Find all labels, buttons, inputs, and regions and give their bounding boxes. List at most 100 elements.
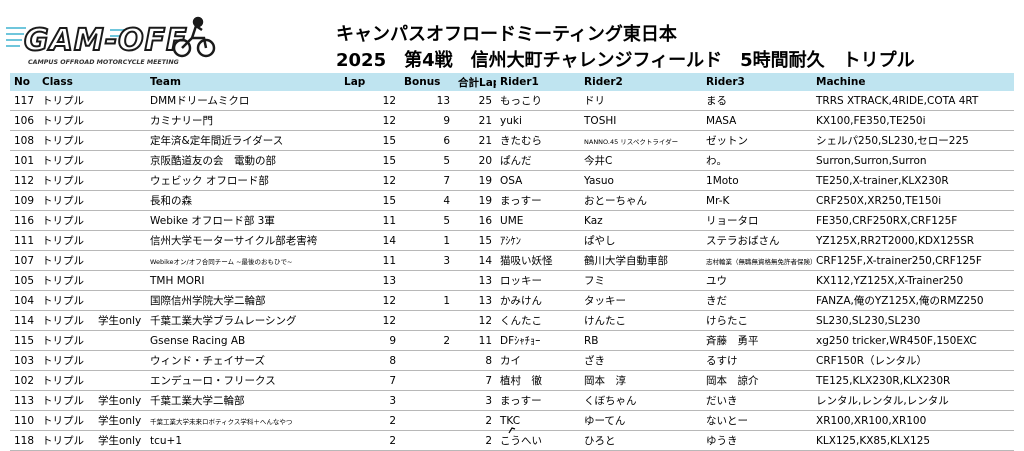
cell-rider1: OSA	[500, 174, 523, 187]
cell-team: エンデューロ・フリークス	[150, 375, 276, 387]
cell-team: Gsense Racing AB	[150, 334, 246, 347]
cell-class: トリプル	[42, 195, 84, 207]
cell-bonus: 6	[443, 134, 451, 147]
cell-no: 106	[14, 114, 35, 127]
cell-machine: TE125,KLX230R,KLX230R	[816, 374, 951, 387]
cell-rider2: NANNO.45 リスペクトライダー	[584, 137, 679, 146]
logo-graphic: GAM-OFF CAMPUS OFFROAD MOTORCYCLE MEETIN…	[6, 16, 216, 66]
event-logo: GAM-OFF CAMPUS OFFROAD MOTORCYCLE MEETIN…	[6, 12, 222, 70]
cell-rider3: 志村輪業（無職無資格無免許者保険）	[706, 257, 813, 266]
cell-rider2: TOSHI	[584, 114, 617, 127]
cell-lap: 14	[382, 234, 397, 247]
cell-bonus: 7	[443, 174, 451, 187]
cell-lap: 7	[389, 374, 397, 387]
cell-no: 116	[14, 214, 35, 227]
cell-class: トリプル	[42, 295, 84, 307]
cell-lap: 13	[382, 274, 397, 287]
table-row: 117 トリプル DMMドリームミクロ 12 13 25 もっこり ドリ まる TRRS XTRA…	[10, 91, 1015, 111]
cell-no: 109	[14, 194, 35, 207]
cell-bonus	[400, 271, 454, 291]
cell-total-lap: 3	[485, 394, 493, 407]
cell-subclass	[94, 271, 146, 291]
cell-no: 102	[14, 374, 35, 387]
cell-rider3: MASA	[706, 114, 737, 127]
cell-total-lap: 8	[485, 354, 493, 367]
cell-subclass	[94, 131, 146, 151]
cell-subclass	[94, 171, 146, 191]
cell-bonus: 4	[443, 194, 451, 207]
header-bonus: Bonus	[400, 73, 455, 91]
cell-team: TMH MORI	[150, 274, 205, 287]
header-rider3: Rider3	[702, 73, 813, 91]
cell-lap: 8	[389, 354, 397, 367]
table-row: 101 トリプル 京阪酷道友の会 電動の部 15 5 20 ぱんだ 今井C わ。 Surron,S…	[10, 151, 1015, 171]
cell-team: 信州大学モーターサイクル部老害袴	[150, 235, 318, 247]
cell-subclass: 学生only	[98, 395, 142, 407]
table-row: 106 トリプル カミナリー門 12 9 21 yuki TOSHI MASA KX100,FE3…	[10, 111, 1015, 131]
cell-lap: 15	[382, 194, 397, 207]
cell-rider2: けんたこ	[584, 315, 627, 327]
cell-total-lap: 19	[478, 194, 493, 207]
header-rider1: Rider1	[496, 73, 581, 91]
table-row: 110 トリプル 学生only 千葉工業大学未来ロボティクス学科＋へんなやつ 2 2 TKC…	[10, 411, 1015, 431]
results-table: No Class Team Lap Bonus 合計Lap Rider1 Rid…	[10, 73, 1015, 451]
cell-subclass	[94, 371, 146, 391]
cell-rider2: おとーちゃん	[584, 195, 648, 207]
cell-rider3: ステラおばさん	[706, 235, 780, 247]
cell-rider1: かみけん	[500, 295, 543, 307]
table-row: 108 トリプル 定年済&定年間近ライダース 15 6 21 きたむら NANNO.45 リス…	[10, 131, 1015, 151]
header-total-lap: 合計Lap	[454, 73, 497, 91]
cell-rider1: DFｼｬﾁｮｰ	[500, 335, 541, 347]
cell-no: 110	[14, 414, 35, 427]
cell-machine: CRF250X,XR250,TE150i	[816, 194, 942, 207]
cell-rider3: 斉藤 勇平	[706, 335, 759, 347]
cell-bonus: 5	[443, 154, 451, 167]
cell-total-lap: 20	[478, 154, 493, 167]
cell-no: 105	[14, 274, 35, 287]
cell-team: 国際信州学院大学二輪部	[150, 295, 266, 307]
cell-rider1: もっこり	[500, 95, 543, 107]
cell-total-lap: 16	[478, 214, 493, 227]
cell-lap: 2	[389, 414, 397, 427]
cell-total-lap: 12	[478, 314, 493, 327]
cell-rider3: ユウ	[706, 275, 728, 287]
cell-machine: SL230,SL230,SL230	[816, 314, 921, 327]
cell-rider2: 岡本 淳	[584, 375, 627, 387]
cell-lap: 11	[382, 254, 397, 267]
cell-machine: TRRS XTRACK,4RIDE,COTA 4RT	[816, 94, 979, 107]
page-title: キャンパスオフロードミーティング東日本	[336, 24, 677, 45]
cell-team: 定年済&定年間近ライダース	[150, 135, 284, 147]
cell-rider3: わ。	[706, 155, 728, 167]
cell-subclass	[94, 111, 146, 131]
cell-bonus	[400, 391, 454, 411]
cell-rider1: ｱｼｹﾝ	[500, 235, 522, 247]
cell-rider2: 鶴川大学自動車部	[584, 255, 669, 267]
cell-machine: CRF150R（レンタル）	[816, 355, 928, 367]
cell-no: 117	[14, 94, 35, 107]
header-team: Team	[146, 73, 341, 91]
cell-class: トリプル	[42, 155, 84, 167]
cell-bonus	[400, 371, 454, 391]
cell-bonus: 9	[443, 114, 451, 127]
cell-no: 103	[14, 354, 35, 367]
table-row: 114 トリプル 学生only 千葉工業大学ブラムレーシング 12 12 くんたこ けんたこ け…	[10, 311, 1015, 331]
header-rider2: Rider2	[580, 73, 703, 91]
cell-rider1: くんたこ	[500, 315, 543, 327]
cell-bonus: 2	[443, 334, 451, 347]
cell-lap: 12	[382, 94, 397, 107]
cell-rider1: 植村 徹	[500, 375, 543, 387]
cell-rider1: yuki	[500, 114, 522, 127]
dirt-bike-icon	[172, 16, 216, 58]
cell-rider2: くぼちゃん	[584, 395, 637, 407]
cell-total-lap: 7	[485, 374, 493, 387]
cell-rider1: まっすー	[500, 195, 542, 207]
cell-team: DMMドリームミクロ	[150, 95, 250, 107]
cell-class: トリプル	[42, 275, 84, 287]
cell-no: 108	[14, 134, 35, 147]
cell-machine: TE250,X-trainer,KLX230R	[816, 174, 949, 187]
cell-machine: xg250 tricker,WR450F,150EXC	[816, 334, 977, 347]
table-row: 103 トリプル ウィンド・チェイサーズ 8 8 カイ ざき るすけ CRF150R（レンタル）	[10, 351, 1015, 371]
table-header-row: No Class Team Lap Bonus 合計Lap Rider1 Rid…	[10, 73, 1015, 91]
header-lap: Lap	[340, 73, 401, 91]
cell-rider3: だいき	[706, 395, 738, 407]
